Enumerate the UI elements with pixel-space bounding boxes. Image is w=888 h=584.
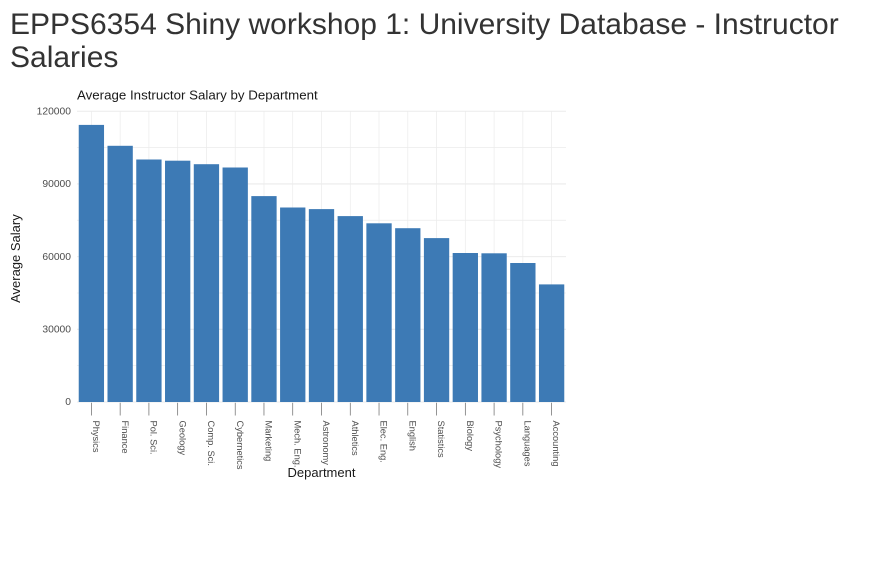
svg-text:Physics: Physics [91, 421, 101, 453]
svg-text:Cybernetics: Cybernetics [235, 421, 245, 470]
svg-text:Biology: Biology [465, 421, 475, 452]
svg-text:60000: 60000 [42, 252, 71, 263]
svg-text:Athletics: Athletics [350, 421, 360, 456]
svg-text:30000: 30000 [42, 325, 71, 336]
svg-text:Geology: Geology [177, 421, 187, 456]
svg-text:Astronomy: Astronomy [321, 421, 331, 466]
svg-text:Psychology: Psychology [494, 421, 504, 469]
svg-text:Pol. Sci.: Pol. Sci. [149, 421, 159, 455]
svg-text:Elec. Eng.: Elec. Eng. [379, 421, 389, 463]
svg-text:English: English [407, 421, 417, 452]
svg-text:0: 0 [65, 397, 71, 408]
svg-text:Department: Department [288, 465, 356, 480]
svg-text:Languages: Languages [522, 421, 532, 467]
svg-text:Average Salary: Average Salary [8, 214, 23, 303]
svg-text:Mech. Eng.: Mech. Eng. [292, 421, 302, 468]
svg-text:Average Instructor Salary by D: Average Instructor Salary by Department [77, 87, 318, 102]
svg-text:Accounting: Accounting [551, 421, 561, 467]
svg-text:120000: 120000 [37, 107, 72, 118]
svg-text:Finance: Finance [120, 421, 130, 454]
svg-text:Statistics: Statistics [436, 421, 446, 459]
svg-text:90000: 90000 [42, 179, 71, 190]
svg-text:Marketing: Marketing [264, 421, 274, 462]
svg-text:Comp. Sci.: Comp. Sci. [206, 421, 216, 466]
